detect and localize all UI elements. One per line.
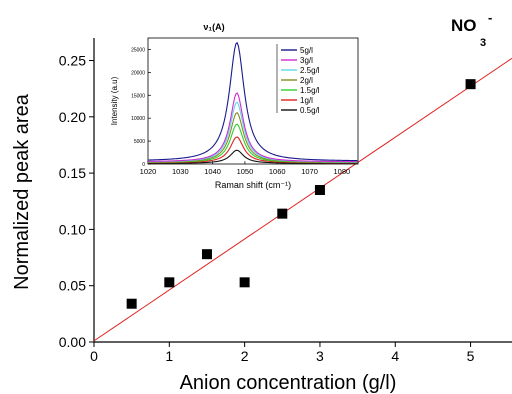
y-tick-label: 0.20 (59, 109, 86, 125)
inset-x-tick-label: 1050 (237, 167, 254, 176)
data-point (465, 79, 476, 90)
data-point (164, 277, 175, 288)
x-tick-label: 2 (241, 348, 249, 364)
data-points (126, 79, 476, 309)
inset-x-tick-label: 1070 (301, 167, 318, 176)
inset-legend-label: 1.5g/l (300, 86, 320, 95)
inset-legend-label: 1g/l (300, 96, 313, 105)
data-point (277, 208, 288, 219)
inset-ticks: 1020 1030 1040 1050 1060 1070 1080 0 5000 10000 15… (131, 47, 350, 176)
y-tick-label: 0.00 (59, 334, 86, 350)
inset-series-curve (147, 41, 358, 162)
inset-legend-label: 0.5g/l (300, 106, 320, 115)
inset-legend-label: 2.5g/l (300, 66, 320, 75)
inset-x-tick-label: 1020 (140, 167, 157, 176)
inset-x-tick-label: 1040 (204, 167, 221, 176)
inset-frame (147, 37, 359, 165)
inset-y-tick-label: 25000 (131, 47, 145, 53)
inset-legend-label: 3g/l (300, 56, 313, 65)
x-tick-label: 5 (467, 348, 475, 364)
inset-y-tick-label: 5000 (134, 139, 145, 145)
x-tick-label: 1 (165, 348, 173, 364)
ion-annotation-main: NO (451, 16, 477, 35)
data-point (239, 277, 250, 288)
inset-plot: 1020 1030 1040 1050 1060 1070 1080 0 5000 10000 15… (110, 22, 359, 190)
inset-x-tick-label: 1060 (269, 167, 286, 176)
data-point (126, 298, 137, 309)
inset-x-tick-label: 1080 (334, 167, 351, 176)
x-axis-label: Anion concentration (g/l) (180, 372, 397, 394)
inset-legend: 5g/l3g/l2.5g/l2g/l1.5g/l1g/l0.5g/l (276, 44, 320, 115)
y-axis-label: Normalized peak area (11, 93, 33, 290)
main-ticks: 0 1 2 3 4 5 0.00 0.05 0.10 0.15 0.20 0.25 (59, 53, 475, 364)
y-tick-label: 0.05 (59, 278, 86, 294)
inset-curves (147, 41, 358, 164)
inset-y-axis-label: Intensity (a.u) (110, 76, 119, 125)
data-point (201, 249, 212, 260)
inset-y-tick-label: 20000 (131, 70, 145, 76)
data-point (314, 185, 325, 195)
ion-annotation: NO - 3 (451, 10, 492, 49)
inset-legend-label: 2g/l (300, 76, 313, 85)
ion-annotation-superscript: - (488, 10, 492, 25)
inset-series-curve (147, 92, 358, 163)
x-tick-label: 4 (391, 348, 399, 364)
y-tick-label: 0.25 (59, 53, 86, 69)
inset-y-tick-label: 10000 (131, 116, 145, 122)
y-tick-label: 0.15 (59, 165, 86, 181)
inset-x-tick-label: 1030 (172, 167, 189, 176)
x-tick-label: 3 (316, 348, 324, 364)
inset-legend-label: 5g/l (300, 46, 313, 55)
main-plot: 0 1 2 3 4 5 0.00 0.05 0.10 0.15 0.20 0.25 Anion con… (11, 10, 512, 394)
x-tick-label: 0 (90, 348, 98, 364)
fit-line (93, 57, 512, 342)
inset-x-axis-label: Raman shift (cm⁻¹) (215, 180, 291, 190)
inset-peak-label: ν₁(A) (203, 22, 224, 32)
y-tick-label: 0.10 (59, 221, 86, 237)
inset-y-tick-label: 15000 (131, 93, 145, 99)
ion-annotation-subscript: 3 (480, 37, 486, 49)
inset-series-curve (147, 149, 358, 164)
inset-y-tick-label: 0 (142, 162, 145, 168)
